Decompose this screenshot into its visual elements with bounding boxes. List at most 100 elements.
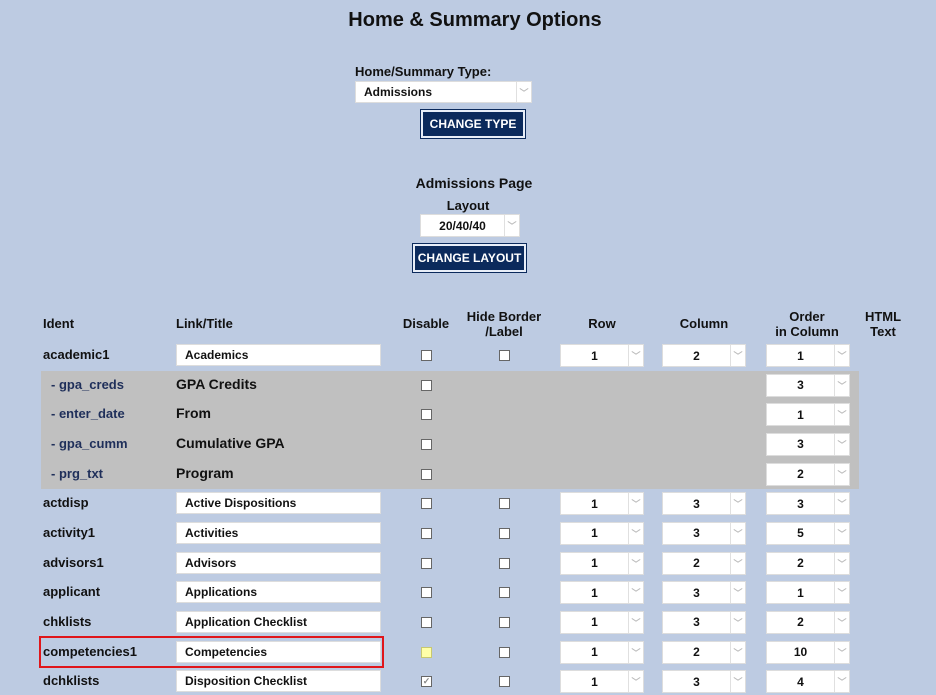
- order-select[interactable]: 2 ﹀: [766, 551, 850, 575]
- hide-border-checkbox[interactable]: [499, 587, 510, 599]
- header-html-line1: HTML: [864, 309, 902, 324]
- order-select[interactable]: 3 ﹀: [766, 373, 850, 397]
- column-select[interactable]: 3 ﹀: [662, 670, 746, 694]
- type-value: Admissions: [364, 85, 433, 99]
- row-select-value: 1: [591, 348, 598, 363]
- row-select[interactable]: 1 ﹀: [560, 610, 644, 634]
- column-select[interactable]: 3 ﹀: [662, 581, 746, 605]
- title-input[interactable]: Advisors: [176, 551, 381, 574]
- column-select[interactable]: 2 ﹀: [662, 551, 746, 575]
- order-select-value: 1: [797, 585, 804, 600]
- subfield-band: [41, 371, 859, 489]
- disable-checkbox[interactable]: [421, 409, 432, 421]
- layout-label: Layout: [446, 198, 490, 213]
- header-order: Order in Column: [757, 309, 857, 339]
- chevron-down-icon: ﹀: [628, 493, 643, 515]
- row-select[interactable]: 1 ﹀: [560, 551, 644, 575]
- column-select-value: 3: [693, 496, 700, 511]
- title-input[interactable]: Disposition Checklist: [176, 670, 381, 693]
- chevron-down-icon: ﹀: [628, 641, 643, 663]
- row-ident: - gpa_creds: [51, 376, 124, 392]
- order-select[interactable]: 1 ﹀: [766, 403, 850, 427]
- disable-checkbox[interactable]: [421, 646, 432, 658]
- change-layout-button[interactable]: CHANGE LAYOUT: [412, 243, 527, 273]
- column-select-value: 3: [693, 615, 700, 630]
- chevron-down-icon: ﹀: [834, 433, 849, 455]
- column-select[interactable]: 2 ﹀: [662, 344, 746, 367]
- chevron-down-icon: ﹀: [628, 552, 643, 574]
- disable-checkbox[interactable]: [421, 438, 432, 450]
- chevron-down-icon: ﹀: [834, 552, 849, 574]
- order-select[interactable]: 2 ﹀: [766, 462, 850, 486]
- chevron-down-icon: ﹀: [730, 582, 745, 604]
- row-select-value: 1: [591, 674, 598, 689]
- order-select[interactable]: 3 ﹀: [766, 432, 850, 456]
- title-input[interactable]: Competencies: [176, 640, 381, 663]
- column-select-value: 3: [693, 585, 700, 600]
- order-select-value: 2: [797, 556, 804, 571]
- title-input[interactable]: Activities: [176, 521, 381, 544]
- hide-border-checkbox[interactable]: [499, 498, 510, 510]
- column-select[interactable]: 3 ﹀: [662, 492, 746, 516]
- disable-checkbox[interactable]: [421, 468, 432, 480]
- highlight-box: [39, 636, 384, 668]
- column-select[interactable]: 2 ﹀: [662, 640, 746, 664]
- row-select-value: 1: [591, 615, 598, 630]
- chevron-down-icon: ﹀: [834, 404, 849, 426]
- column-select[interactable]: 3 ﹀: [662, 610, 746, 634]
- chevron-down-icon: ﹀: [834, 671, 849, 693]
- order-select[interactable]: 10 ﹀: [766, 640, 850, 664]
- order-select[interactable]: 1 ﹀: [766, 581, 850, 605]
- chevron-down-icon: ﹀: [730, 671, 745, 693]
- chevron-down-icon: ﹀: [834, 641, 849, 663]
- row-ident: advisors1: [43, 554, 104, 570]
- row-ident: actdisp: [43, 495, 89, 511]
- title-input[interactable]: Active Dispositions: [176, 492, 381, 515]
- row-select[interactable]: 1 ﹀: [560, 640, 644, 664]
- column-select-value: 2: [693, 556, 700, 571]
- disable-checkbox[interactable]: [421, 527, 432, 539]
- header-disable: Disable: [402, 316, 450, 331]
- layout-select[interactable]: 20/40/40 ﹀: [420, 214, 520, 237]
- title-input[interactable]: Applications: [176, 581, 381, 604]
- chevron-down-icon: ﹀: [834, 463, 849, 485]
- title-input[interactable]: Application Checklist: [176, 610, 381, 633]
- title-input[interactable]: Academics: [176, 344, 381, 366]
- chevron-down-icon: ﹀: [730, 493, 745, 515]
- disable-checkbox[interactable]: [421, 350, 432, 361]
- row-title: GPA Credits: [176, 375, 257, 392]
- row-select[interactable]: 1 ﹀: [560, 581, 644, 605]
- type-select[interactable]: Admissions ﹀: [355, 81, 532, 103]
- disable-checkbox[interactable]: [421, 379, 432, 391]
- disable-checkbox[interactable]: ✓: [421, 676, 432, 688]
- order-select[interactable]: 4 ﹀: [766, 670, 850, 694]
- column-select[interactable]: 3 ﹀: [662, 521, 746, 545]
- order-select[interactable]: 5 ﹀: [766, 521, 850, 545]
- hide-border-checkbox[interactable]: [499, 527, 510, 539]
- order-select[interactable]: 1 ﹀: [766, 344, 850, 367]
- hide-border-checkbox[interactable]: [499, 557, 510, 569]
- disable-checkbox[interactable]: [421, 557, 432, 569]
- hide-border-checkbox[interactable]: [499, 646, 510, 658]
- order-select-value: 5: [797, 526, 804, 541]
- header-html-line2: Text: [870, 324, 896, 339]
- row-select[interactable]: 1 ﹀: [560, 344, 644, 367]
- hide-border-checkbox[interactable]: [499, 676, 510, 688]
- order-select[interactable]: 3 ﹀: [766, 492, 850, 516]
- row-select-value: 1: [591, 496, 598, 511]
- disable-checkbox[interactable]: [421, 587, 432, 599]
- header-row: Row: [588, 316, 616, 331]
- order-select-value: 3: [797, 496, 804, 511]
- hide-border-checkbox[interactable]: [499, 350, 510, 361]
- disable-checkbox[interactable]: [421, 616, 432, 628]
- disable-checkbox[interactable]: [421, 498, 432, 510]
- order-select[interactable]: 2 ﹀: [766, 610, 850, 634]
- hide-border-checkbox[interactable]: [499, 616, 510, 628]
- header-hide-line2: /Label: [485, 324, 523, 339]
- row-select[interactable]: 1 ﹀: [560, 521, 644, 545]
- row-select[interactable]: 1 ﹀: [560, 670, 644, 694]
- row-ident: - prg_txt: [51, 465, 103, 481]
- change-type-button[interactable]: CHANGE TYPE: [420, 109, 526, 139]
- row-select[interactable]: 1 ﹀: [560, 492, 644, 516]
- header-column: Column: [679, 316, 729, 331]
